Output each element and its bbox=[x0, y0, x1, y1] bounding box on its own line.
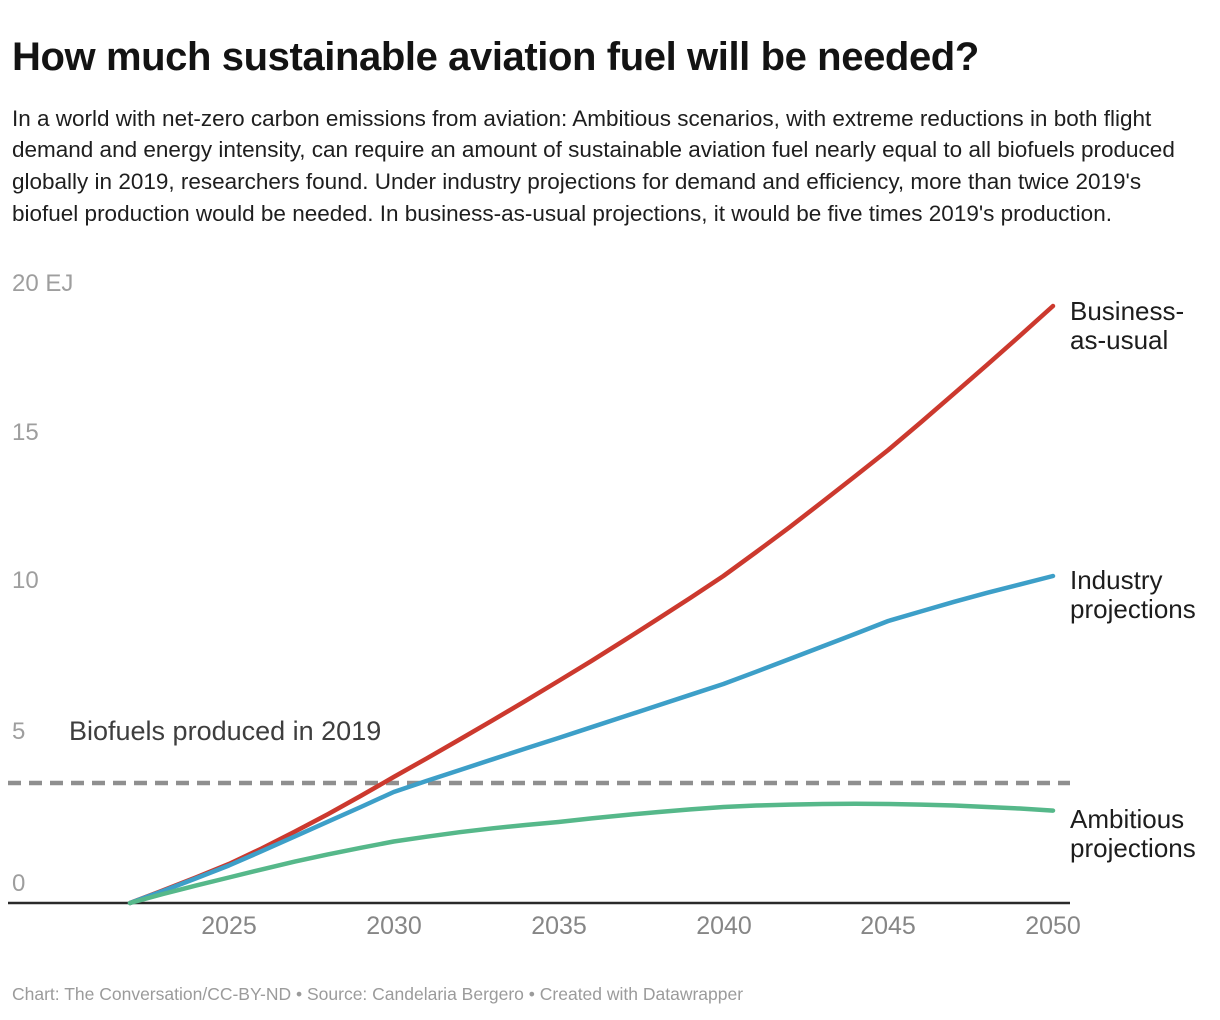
series-label-line: Business- bbox=[1070, 296, 1185, 326]
series-line-ambitious-projections bbox=[127, 801, 1056, 906]
series-line-industry-projections bbox=[127, 573, 1056, 906]
series-line-business-as-usual bbox=[127, 303, 1056, 906]
series-label-industry-projections: Industry projections bbox=[1070, 566, 1196, 623]
attribution-footer: Chart: The Conversation/CC-BY-ND • Sourc… bbox=[12, 984, 744, 1004]
y-tick-label-10: 10 bbox=[12, 567, 39, 594]
y-tick-label-20: 20 EJ bbox=[12, 270, 74, 297]
series-lines-group bbox=[127, 303, 1056, 906]
x-tick-label-2045: 2045 bbox=[860, 912, 916, 940]
y-tick-label-5: 5 bbox=[12, 718, 26, 745]
x-tick-label-2035: 2035 bbox=[531, 912, 587, 940]
y-tick-label-15: 15 bbox=[12, 419, 39, 446]
series-label-line: projections bbox=[1070, 593, 1196, 624]
series-label-ambitious-projections: Ambitious projections bbox=[1070, 805, 1196, 862]
series-label-line: projections bbox=[1070, 832, 1196, 863]
page-title: How much sustainable aviation fuel will … bbox=[12, 34, 979, 79]
x-tick-label-2040: 2040 bbox=[696, 912, 752, 940]
x-tick-label-2025: 2025 bbox=[201, 912, 257, 940]
series-label-business-as-usual: Business- as-usual bbox=[1070, 297, 1184, 354]
x-tick-label-2050: 2050 bbox=[1025, 912, 1081, 940]
chart-description: In a world with net-zero carbon emission… bbox=[12, 105, 1175, 226]
series-label-line: Ambitious bbox=[1070, 804, 1185, 834]
series-label-line: as-usual bbox=[1070, 324, 1169, 355]
series-label-line: Industry bbox=[1070, 565, 1163, 595]
y-tick-label-0: 0 bbox=[12, 870, 26, 897]
reference-line-label: Biofuels produced in 2019 bbox=[69, 716, 382, 746]
x-tick-label-2030: 2030 bbox=[366, 912, 422, 940]
